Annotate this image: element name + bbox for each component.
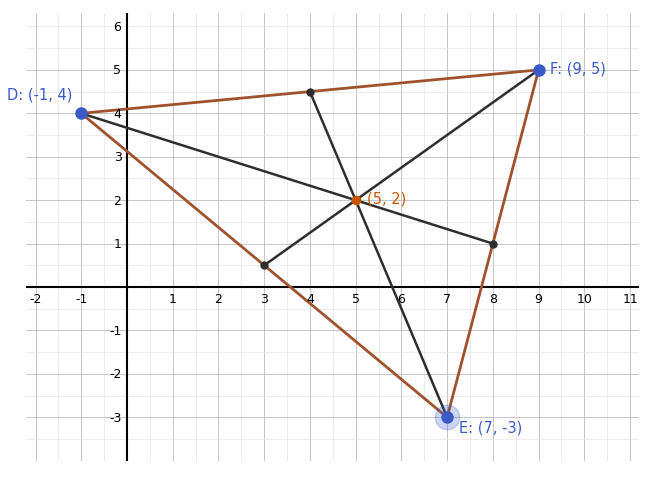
Text: -2: -2 — [109, 368, 121, 381]
Text: 7: 7 — [443, 293, 451, 306]
Text: 5: 5 — [352, 293, 360, 306]
Text: 8: 8 — [489, 293, 497, 306]
Text: 1: 1 — [113, 238, 121, 251]
Text: 11: 11 — [622, 293, 638, 306]
Text: 6: 6 — [397, 293, 405, 306]
Text: 2: 2 — [215, 293, 222, 306]
Text: 4: 4 — [113, 108, 121, 120]
Text: 1: 1 — [169, 293, 177, 306]
Text: (5, 2): (5, 2) — [367, 191, 407, 206]
Text: 5: 5 — [113, 64, 121, 77]
Text: 2: 2 — [113, 194, 121, 207]
Text: -1: -1 — [109, 324, 121, 337]
Text: -1: -1 — [75, 293, 88, 306]
Text: D: (-1, 4): D: (-1, 4) — [7, 87, 72, 102]
Text: -3: -3 — [109, 411, 121, 424]
Text: 6: 6 — [113, 21, 121, 34]
Text: 3: 3 — [260, 293, 268, 306]
Text: 4: 4 — [306, 293, 314, 306]
Text: 9: 9 — [534, 293, 542, 306]
Text: 10: 10 — [577, 293, 592, 306]
Text: F: (9, 5): F: (9, 5) — [550, 61, 606, 76]
Text: -2: -2 — [29, 293, 42, 306]
Text: E: (7, -3): E: (7, -3) — [459, 420, 522, 434]
Text: 3: 3 — [113, 151, 121, 164]
